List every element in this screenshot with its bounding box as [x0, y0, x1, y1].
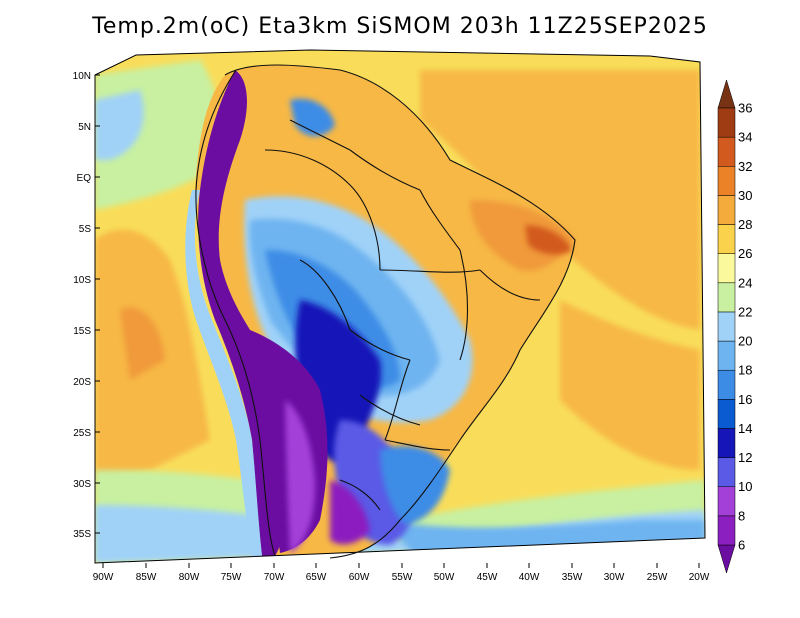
colorbar-segment [717, 369, 736, 400]
lon-label-45w: 45W [477, 572, 498, 583]
colorbar-segment [717, 224, 736, 254]
lon-label-80w: 80W [179, 572, 200, 583]
colorbar-label: 24 [738, 275, 752, 290]
colorbar-triangle-high [717, 79, 736, 109]
lat-labels: 10N 5N EQ 5S 10S 15S 20S 25S 30S 35S [73, 71, 92, 540]
colorbar-label: 36 [738, 101, 752, 116]
lat-label-5n: 5N [78, 122, 91, 133]
lon-label-40w: 40W [519, 572, 540, 583]
lon-label-65w: 65W [306, 572, 327, 583]
lon-label-85w: 85W [136, 572, 157, 583]
colorbar-label: 10 [738, 479, 752, 494]
colorbar-label: 22 [738, 304, 752, 319]
colorbar: 6 8 10 12 14 16 18 20 22 24 26 28 30 32 34 36 [717, 79, 752, 574]
colorbar-triangle-low [717, 544, 736, 574]
lat-label-10n: 10N [73, 71, 91, 82]
colorbar-label: 12 [738, 450, 752, 465]
colorbar-segment [717, 457, 736, 487]
lat-ticks [95, 74, 100, 534]
colorbar-label: 20 [738, 334, 752, 349]
colorbar-label: 28 [738, 217, 752, 232]
lat-label-30s: 30S [73, 479, 91, 490]
map-title: Temp.2m(oC) Eta3km SiSMOM 203h 11Z25SEP2… [92, 14, 708, 39]
lat-label-25s: 25S [73, 428, 91, 439]
lat-label-15s: 15S [73, 326, 91, 337]
lon-label-60w: 60W [349, 572, 370, 583]
colorbar-segment [717, 340, 736, 371]
lon-label-20w: 20W [689, 572, 710, 583]
colorbar-label: 18 [738, 363, 752, 378]
colorbar-label: 14 [738, 421, 752, 436]
colorbar-label: 6 [738, 538, 745, 553]
colorbar-label: 30 [738, 188, 752, 203]
lon-ticks [102, 563, 700, 568]
colorbar-segment [717, 282, 736, 313]
lat-label-35s: 35S [73, 529, 91, 540]
lat-label-5s: 5S [79, 224, 92, 235]
colorbar-segment [717, 486, 736, 517]
lon-label-30w: 30W [604, 572, 625, 583]
colorbar-label: 8 [738, 508, 745, 523]
colorbar-segment [717, 311, 736, 342]
domain-border [94, 49, 706, 564]
colorbar-segment [717, 136, 736, 167]
colorbar-label: 32 [738, 159, 752, 174]
lon-label-25w: 25W [647, 572, 668, 583]
lat-label-eq: EQ [77, 173, 92, 184]
lon-label-75w: 75W [221, 572, 242, 583]
colorbar-label: 26 [738, 246, 752, 261]
lon-label-35w: 35W [562, 572, 583, 583]
lon-label-55w: 55W [392, 572, 413, 583]
colorbar-segment [717, 428, 736, 458]
lon-labels: 90W 85W 80W 75W 70W 65W 60W 55W 50W 45W … [93, 572, 710, 583]
lon-label-90w: 90W [93, 572, 114, 583]
lat-label-10s: 10S [73, 275, 91, 286]
colorbar-label: 34 [738, 130, 752, 145]
colorbar-label: 16 [738, 392, 752, 407]
lon-label-70w: 70W [264, 572, 285, 583]
colorbar-segment [717, 166, 736, 196]
country-borders [195, 64, 576, 559]
colorbar-segment [717, 515, 736, 546]
colorbar-segment [717, 195, 736, 225]
lon-label-50w: 50W [434, 572, 455, 583]
colorbar-segment [717, 107, 736, 138]
colorbar-segment [717, 253, 736, 284]
colorbar-segment [717, 399, 736, 429]
lat-label-20s: 20S [73, 377, 91, 388]
temperature-field [95, 50, 705, 563]
